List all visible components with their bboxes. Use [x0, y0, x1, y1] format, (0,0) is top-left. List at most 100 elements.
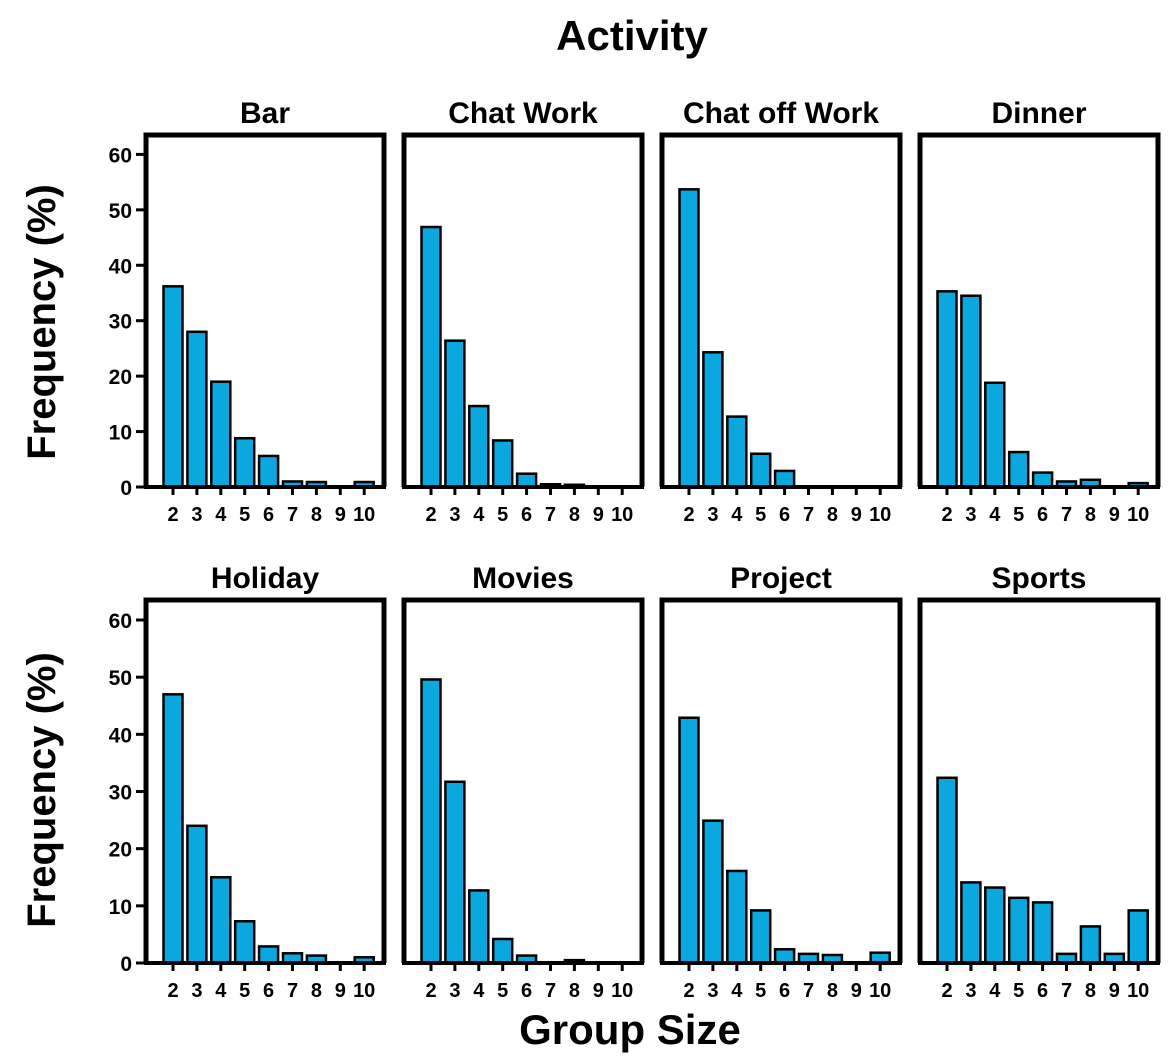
bar — [1079, 925, 1102, 965]
x-tick-label: 10 — [353, 504, 375, 526]
bar — [233, 920, 256, 965]
x-tick-label: 3 — [449, 504, 460, 526]
bar — [678, 716, 700, 965]
x-tick-label: 10 — [611, 504, 633, 526]
bar — [491, 439, 514, 489]
x-tick-label: 2 — [425, 504, 436, 526]
bar — [257, 454, 280, 489]
panel-frame — [659, 132, 903, 487]
x-tick-label: 7 — [803, 980, 814, 1002]
bar — [936, 290, 958, 489]
x-tick-label: 6 — [1037, 504, 1048, 526]
bar — [1127, 909, 1149, 965]
y-tick-label: 60 — [109, 610, 132, 633]
panel-frame — [917, 597, 1161, 963]
y-axis-label-top: Frequency (%) — [20, 184, 64, 460]
x-tick-label: 10 — [869, 980, 891, 1002]
x-tick-label: 8 — [827, 504, 838, 526]
panel-frame — [143, 597, 387, 963]
bar — [491, 937, 514, 965]
x-tick-label: 8 — [569, 504, 580, 526]
x-tick-label: 7 — [1061, 504, 1072, 526]
bar — [749, 452, 772, 489]
x-tick-label: 4 — [473, 504, 485, 526]
x-tick-label: 4 — [215, 980, 227, 1002]
x-tick-label: 8 — [311, 504, 322, 526]
x-tick-label: 10 — [353, 980, 375, 1002]
x-tick-label: 3 — [449, 980, 460, 1002]
bar — [936, 776, 958, 965]
y-tick-label: 0 — [120, 953, 132, 976]
x-tick-label: 9 — [1109, 980, 1120, 1002]
x-tick-label: 7 — [1061, 980, 1072, 1002]
bar — [257, 945, 280, 965]
panel: Movies 2 3 4 5 6 7 8 9 10 — [401, 562, 645, 1002]
x-tick-label: 9 — [851, 504, 862, 526]
x-tick-label: 5 — [497, 504, 508, 526]
panel-title: Dinner — [991, 97, 1086, 130]
y-axis-label-bottom: Frequency (%) — [20, 652, 64, 928]
x-tick-label: 7 — [287, 504, 298, 526]
panel: Chat Work 2 3 4 5 6 7 8 9 10 — [401, 97, 645, 526]
bar — [773, 469, 796, 489]
panel: Chat off Work 2 3 4 5 6 7 8 9 10 — [659, 97, 903, 526]
y-tick-label: 10 — [109, 422, 132, 445]
bar — [726, 415, 748, 489]
bar — [984, 886, 1006, 965]
panel: Holiday 2 3 4 5 6 7 8 9 10 0 10 20 30 40 50 60 — [109, 562, 387, 1002]
x-tick-label: 8 — [1085, 504, 1096, 526]
x-tick-label: 3 — [965, 980, 976, 1002]
x-tick-label: 8 — [827, 980, 838, 1002]
x-tick-label: 3 — [707, 980, 718, 1002]
y-tick-label: 30 — [109, 311, 132, 334]
x-tick-label: 4 — [989, 504, 1001, 526]
x-tick-label: 4 — [989, 980, 1001, 1002]
x-axis-label: Group Size — [519, 1006, 741, 1053]
panel-title: Movies — [472, 562, 574, 595]
x-tick-label: 6 — [263, 504, 274, 526]
x-tick-label: 6 — [521, 980, 532, 1002]
x-tick-label: 7 — [287, 980, 298, 1002]
x-tick-label: 2 — [425, 980, 436, 1002]
bar — [1007, 450, 1030, 489]
bar — [186, 824, 208, 965]
x-tick-label: 5 — [755, 504, 766, 526]
bar — [773, 948, 796, 965]
panel-frame — [143, 132, 387, 487]
bar — [678, 188, 700, 489]
bar — [162, 693, 184, 965]
x-tick-label: 9 — [335, 504, 346, 526]
bar — [210, 876, 232, 965]
bar — [960, 294, 982, 489]
panel-title: Chat off Work — [683, 97, 879, 130]
bar — [702, 819, 724, 965]
bar — [726, 869, 748, 965]
bar — [984, 381, 1006, 489]
panel-frame — [401, 132, 645, 487]
panel-title: Sports — [991, 562, 1086, 595]
bar — [420, 678, 442, 965]
y-tick-label: 20 — [109, 366, 132, 389]
panel-frame — [659, 597, 903, 963]
x-tick-label: 3 — [191, 980, 202, 1002]
x-tick-label: 6 — [263, 980, 274, 1002]
y-tick-label: 50 — [109, 667, 132, 690]
x-tick-label: 4 — [215, 504, 227, 526]
bar — [749, 909, 772, 965]
y-tick-label: 10 — [109, 896, 132, 919]
x-tick-label: 7 — [545, 980, 556, 1002]
x-tick-label: 6 — [779, 980, 790, 1002]
x-tick-label: 5 — [1013, 980, 1024, 1002]
bar — [186, 330, 208, 489]
x-tick-label: 3 — [191, 504, 202, 526]
bar — [210, 380, 232, 489]
x-tick-label: 2 — [941, 980, 952, 1002]
x-tick-label: 10 — [611, 980, 633, 1002]
x-tick-label: 4 — [731, 504, 743, 526]
bar — [960, 881, 982, 965]
bar — [1031, 471, 1054, 489]
bar — [233, 436, 256, 489]
x-tick-label: 7 — [803, 504, 814, 526]
